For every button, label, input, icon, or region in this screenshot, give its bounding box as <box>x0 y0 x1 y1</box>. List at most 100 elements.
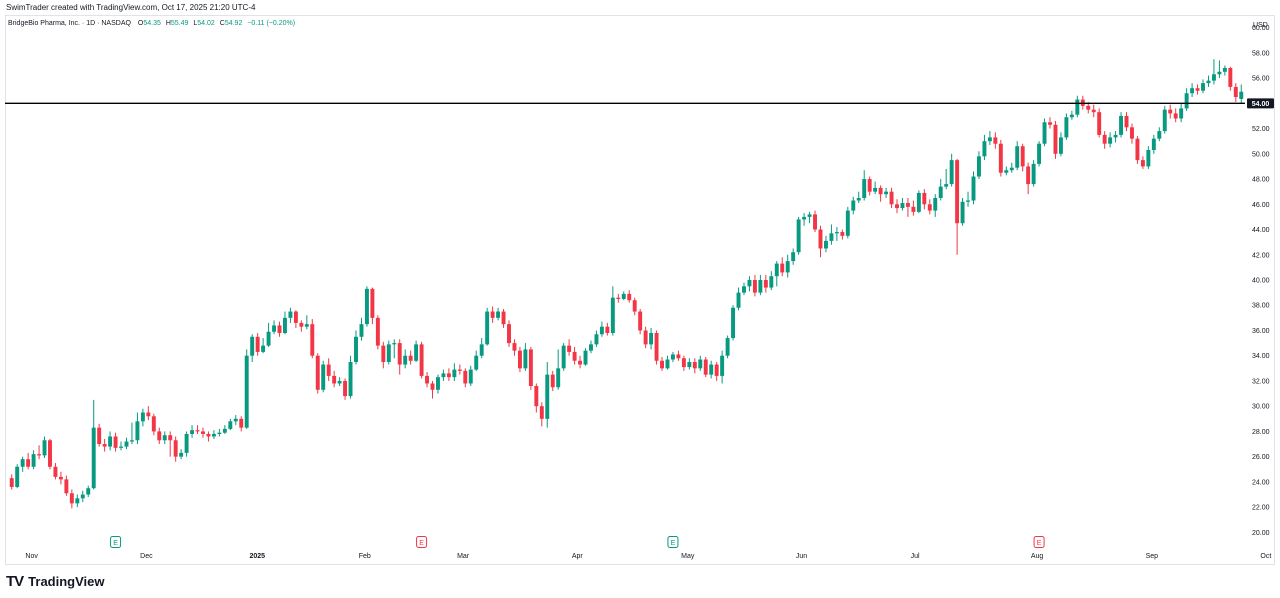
candle-body <box>1058 137 1063 154</box>
candle-body <box>1173 113 1178 119</box>
candle-body <box>742 286 746 293</box>
y-tick-label: 56.00 <box>1252 76 1270 83</box>
candle-body <box>960 201 965 224</box>
y-tick-label: 40.00 <box>1252 278 1270 285</box>
candle-body <box>425 375 430 384</box>
earnings-event-icon <box>667 536 679 548</box>
x-tick-label: Mar <box>457 553 470 560</box>
candle-body <box>162 435 167 441</box>
candle-body <box>911 206 916 212</box>
candle-body <box>69 493 74 504</box>
candle-body <box>589 344 593 351</box>
candle-body <box>556 368 561 388</box>
candle-body <box>878 187 883 195</box>
candle-body <box>75 498 80 504</box>
candle-body <box>567 345 572 352</box>
candle-body <box>1211 74 1216 81</box>
x-axis: Nov Dec 2025 Feb Mar Apr May Jun Jul Aug Sep Oct <box>25 553 1271 560</box>
candle-body <box>1053 124 1058 154</box>
candle-body <box>867 179 872 192</box>
x-tick-label: Nov <box>25 553 38 560</box>
x-tick-label: Aug <box>1031 553 1044 560</box>
price-line-label: 54.00 <box>1252 101 1270 108</box>
candle-body <box>660 360 664 369</box>
candle-body <box>916 192 921 212</box>
candle-body <box>1048 122 1052 125</box>
candle-body <box>1026 166 1031 185</box>
candle-body <box>1119 115 1124 135</box>
legend-close-label: C <box>220 20 225 27</box>
y-tick-label: 28.00 <box>1252 429 1270 436</box>
legend-low-label: L <box>193 20 197 27</box>
candle-body <box>944 184 949 187</box>
chart-credit: SwimTrader created with TradingView.com,… <box>6 3 256 12</box>
candle-body <box>933 197 938 211</box>
candle-body <box>97 427 102 445</box>
y-tick-label: 36.00 <box>1252 328 1270 335</box>
candle-body <box>572 351 577 361</box>
candle-body <box>140 412 145 422</box>
candle-body <box>578 360 583 365</box>
candle-body <box>927 204 932 211</box>
candle-body <box>239 418 244 428</box>
candle-body <box>244 355 249 428</box>
candle-body <box>638 311 643 331</box>
legend-high-label: H <box>166 20 171 27</box>
earnings-event-icon <box>416 536 428 548</box>
candle-body <box>20 459 25 467</box>
candle-body <box>1201 83 1205 91</box>
candle-body <box>1130 127 1134 139</box>
candle-body <box>1037 143 1042 164</box>
candle-body <box>354 336 358 363</box>
candle-body <box>282 317 287 333</box>
candle-body <box>1222 68 1227 72</box>
legend-change: −0.11 (−0.20%) <box>247 20 295 27</box>
candle-body <box>736 292 741 308</box>
horizontal-line[interactable]: 54.00 <box>5 98 1274 109</box>
y-tick-label: 50.00 <box>1252 151 1270 158</box>
candle-body <box>479 344 484 356</box>
candle-body <box>299 322 304 327</box>
candle-body <box>26 459 31 467</box>
candle-body <box>463 370 468 384</box>
candle-body <box>48 440 52 467</box>
candle-body <box>851 200 856 211</box>
candle-body <box>616 297 621 299</box>
candle-body <box>436 377 440 390</box>
candle-body <box>550 374 555 388</box>
candle-body <box>507 324 511 344</box>
candle-body <box>124 441 129 447</box>
candle-body <box>802 216 807 220</box>
candle-body <box>332 375 337 384</box>
candle-body <box>15 466 20 487</box>
candle-body <box>813 214 817 230</box>
candle-body <box>135 421 140 441</box>
candle-body <box>1097 112 1102 135</box>
candle-body <box>1075 99 1080 115</box>
y-tick-label: 46.00 <box>1252 202 1270 209</box>
candle-body <box>900 203 905 209</box>
candle-body <box>807 214 812 217</box>
price-line-badge <box>1247 98 1274 109</box>
candle-body <box>873 187 878 192</box>
tradingview-logo[interactable]: TV TradingView <box>6 572 105 590</box>
candlestick-chart[interactable]: BridgeBio Pharma, Inc. · 1D · NASDAQ O54… <box>5 15 1275 565</box>
candle-body <box>1020 146 1025 167</box>
candle-body <box>37 454 42 456</box>
candle-body <box>113 436 118 448</box>
candle-body <box>758 280 763 293</box>
candle-body <box>222 428 227 433</box>
candle-body <box>829 233 834 241</box>
candle-body <box>457 369 462 371</box>
candle-body <box>151 416 156 432</box>
candle-body <box>184 433 189 453</box>
candle-body <box>1042 122 1047 144</box>
candle-body <box>1086 105 1091 110</box>
candle-body <box>627 293 632 301</box>
candle-body <box>534 386 539 407</box>
candle-body <box>375 317 380 346</box>
candle-body <box>129 440 134 442</box>
candle-body <box>9 478 14 487</box>
candle-body <box>621 293 626 299</box>
candle-body <box>250 336 255 356</box>
